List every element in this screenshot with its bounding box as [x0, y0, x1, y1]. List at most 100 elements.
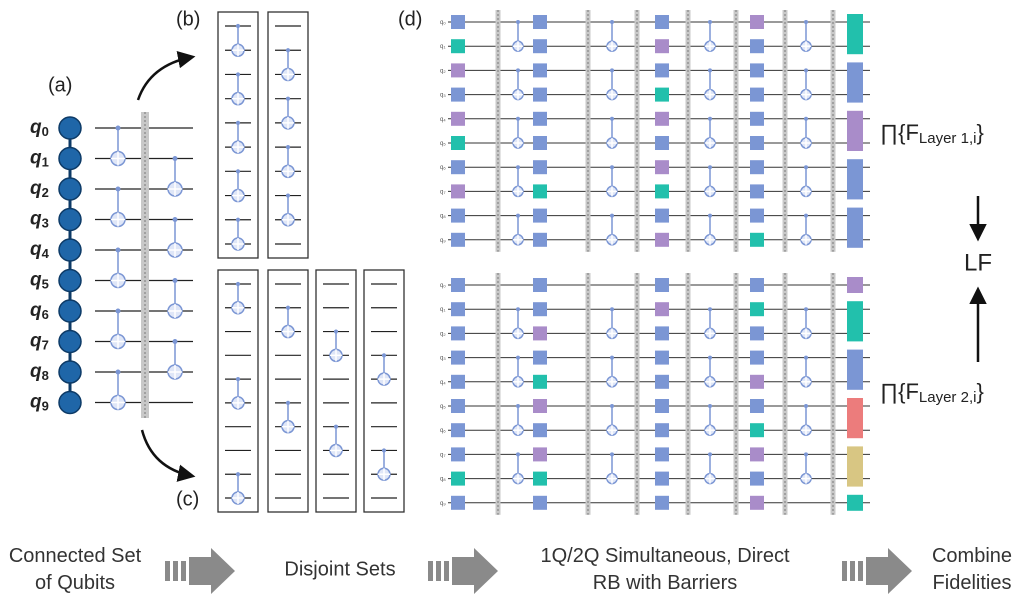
gate: [451, 278, 465, 292]
gate: [750, 184, 764, 198]
cnot-control: [116, 187, 121, 192]
gate: [655, 63, 669, 77]
formula-sub: Layer 2,i: [919, 389, 977, 406]
cnot-control: [708, 307, 712, 311]
gate: [533, 209, 547, 223]
flow-block: [842, 561, 847, 581]
qubit-label-small: q9: [440, 237, 446, 243]
cnot-control: [610, 20, 614, 24]
cnot-control: [236, 377, 240, 381]
gate: [451, 63, 465, 77]
gate: [847, 398, 863, 438]
qubit-index: 9: [443, 501, 446, 506]
gate: [655, 233, 669, 247]
gate: [533, 447, 547, 461]
gate: [847, 62, 863, 102]
gate: [451, 160, 465, 174]
qubit-index: 3: [443, 356, 446, 361]
qubit: [59, 239, 81, 261]
qubit-label-small: q8: [440, 213, 446, 219]
qubit-label-small: q4: [440, 116, 446, 122]
gate: [533, 278, 547, 292]
qubit-letter: q: [30, 148, 42, 169]
gate: [847, 277, 863, 293]
cnot-control: [708, 68, 712, 72]
gate: [847, 14, 863, 54]
qubit-index: 3: [42, 216, 49, 231]
step-label: Combine: [932, 545, 1012, 567]
cnot-control: [610, 165, 614, 169]
qubit: [59, 117, 81, 139]
gate: [655, 375, 669, 389]
qubit-label: q5: [30, 270, 49, 292]
gate: [533, 326, 547, 340]
cnot-control: [804, 20, 808, 24]
qubit-index: 5: [443, 405, 446, 410]
gate: [750, 351, 764, 365]
cnot-control: [610, 68, 614, 72]
gate: [451, 88, 465, 102]
gate: [847, 350, 863, 390]
gate: [750, 278, 764, 292]
gate: [451, 423, 465, 437]
cnot-control: [236, 72, 240, 76]
qubit: [59, 392, 81, 414]
gate: [533, 472, 547, 486]
cnot-control: [804, 214, 808, 218]
gate: [847, 111, 863, 151]
gate: [847, 301, 863, 341]
qubit-index: 4: [443, 117, 446, 122]
qubit-index: 8: [443, 214, 446, 219]
qubit-label-small: q8: [440, 476, 446, 482]
panel-label: (b): [176, 8, 200, 30]
qubit-index: 1: [443, 45, 446, 50]
qubit: [59, 300, 81, 322]
cnot-control: [708, 404, 712, 408]
qubit-index: 1: [443, 308, 446, 313]
qubit-label-small: q2: [440, 331, 446, 337]
qubit-index: 7: [443, 453, 446, 458]
flow-block: [165, 561, 170, 581]
qubit-letter: q: [30, 239, 42, 260]
cnot-control: [516, 68, 520, 72]
cnot-control: [708, 214, 712, 218]
qubit-label: q1: [30, 148, 49, 170]
gate: [451, 375, 465, 389]
gate: [750, 447, 764, 461]
cnot-control: [804, 307, 808, 311]
qubit-index: 3: [443, 93, 446, 98]
formula-part: }: [976, 120, 983, 145]
gate: [655, 399, 669, 413]
cnot-control: [286, 97, 290, 101]
qubit-letter: q: [30, 270, 42, 291]
qubit-label-small: q6: [440, 165, 446, 171]
gate: [451, 136, 465, 150]
gate: [655, 136, 669, 150]
formula: ∏{FLayer 1,i}: [880, 120, 984, 147]
flow-block: [850, 561, 855, 581]
gate: [655, 184, 669, 198]
cnot-control: [173, 217, 178, 222]
gate: [451, 112, 465, 126]
qubit-label: q7: [30, 331, 49, 353]
flow-block: [181, 561, 186, 581]
qubit-index: 5: [443, 142, 446, 147]
cnot-control: [116, 248, 121, 253]
cnot-control: [236, 24, 240, 28]
gate: [847, 159, 863, 199]
figure: (a) (b) (c) (d) LF ∏{FLayer 1,i} ∏{FLaye…: [0, 0, 1034, 600]
qubit-letter: q: [30, 178, 42, 199]
qubit-letter: q: [30, 331, 42, 352]
cnot-control: [286, 193, 290, 197]
qubit-index: 2: [42, 185, 49, 200]
qubit-index: 6: [443, 429, 446, 434]
arrow: [138, 57, 192, 100]
qubit-letter: q: [30, 361, 42, 382]
cnot-control: [516, 356, 520, 360]
qubit-label: q8: [30, 361, 49, 383]
formula-sub: Layer 1,i: [919, 130, 977, 147]
gate: [533, 88, 547, 102]
step-label: Disjoint Sets: [284, 558, 395, 580]
gate: [533, 423, 547, 437]
qubit-label-small: q5: [440, 141, 446, 147]
